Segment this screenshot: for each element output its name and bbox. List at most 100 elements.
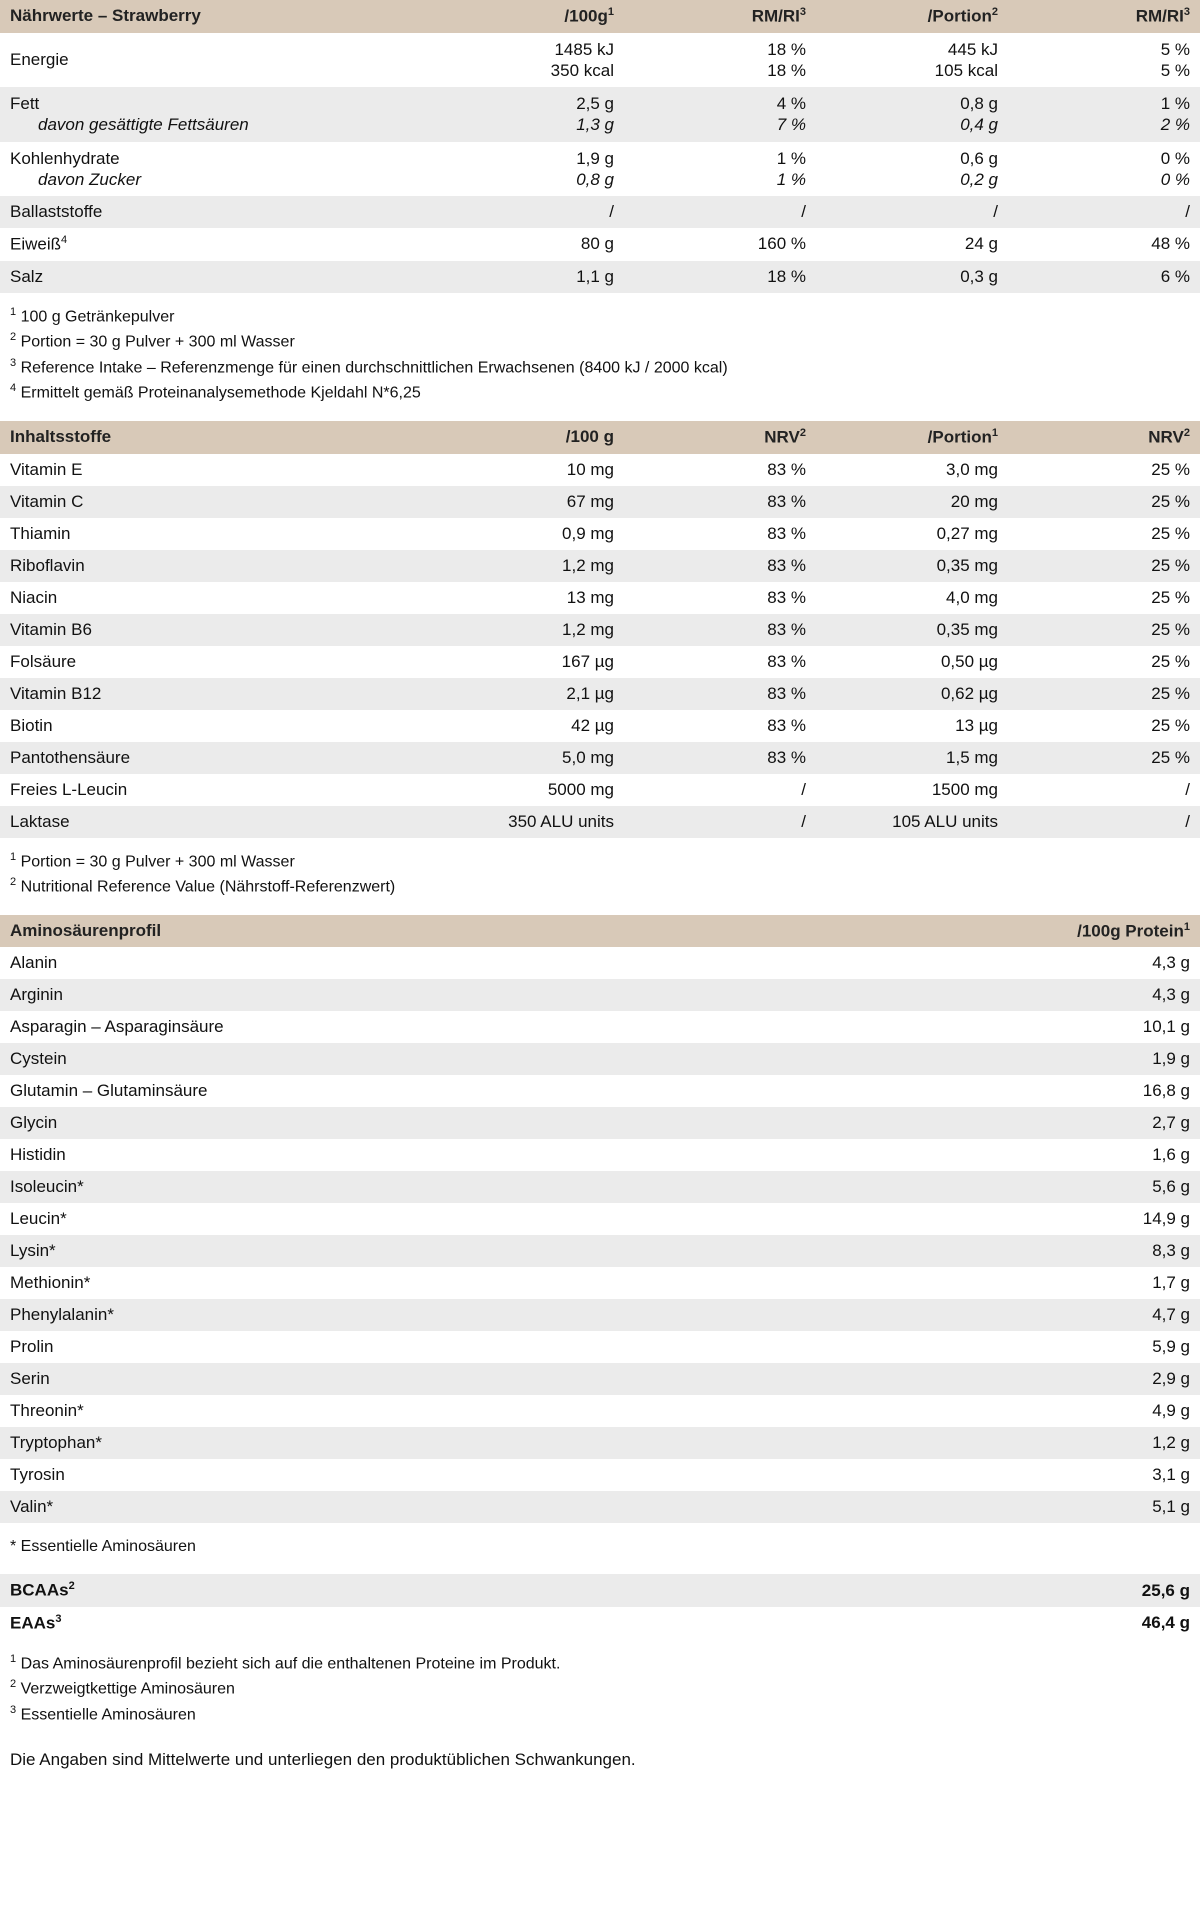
cell-label: Arginin (0, 979, 960, 1011)
cell-value: 350 ALU units (432, 806, 624, 838)
footnote: 3 Essentielle Aminosäuren (10, 1703, 1190, 1727)
cell-value: 14,9 g (960, 1203, 1200, 1235)
row-salz: Salz 1,1 g 18 % 0,3 g 6 % (0, 261, 1200, 293)
table-row: Laktase350 ALU units/105 ALU units/ (0, 806, 1200, 838)
cell-value: 4,7 g (960, 1299, 1200, 1331)
cell-value: 4,9 g (960, 1395, 1200, 1427)
cell-label: Threonin* (0, 1395, 960, 1427)
cell-value: 1,1 g (432, 261, 624, 293)
footnote: * Essentielle Aminosäuren (10, 1535, 1190, 1558)
cell-value: 25 % (1008, 518, 1200, 550)
inhaltsstoffe-table: Inhaltsstoffe /100 g NRV2 /Portion1 NRV2… (0, 421, 1200, 838)
table-row: Arginin4,3 g (0, 979, 1200, 1011)
cell-value: 83 % (624, 454, 816, 486)
table-row: Tryptophan*1,2 g (0, 1427, 1200, 1459)
cell-label: Phenylalanin* (0, 1299, 960, 1331)
cell-value: 1,2 g (960, 1427, 1200, 1459)
footnote: 2 Portion = 30 g Pulver + 300 ml Wasser (10, 330, 1190, 354)
naehrwerte-footnotes: 1 100 g Getränkepulver 2 Portion = 30 g … (0, 293, 1200, 421)
table-row: Leucin*14,9 g (0, 1203, 1200, 1235)
amino-footnotes: 1 Das Aminosäurenprofil bezieht sich auf… (0, 1640, 1200, 1743)
cell-value: 1,7 g (960, 1267, 1200, 1299)
cell-value: 0,50 µg (816, 646, 1008, 678)
cell-value: 25 % (1008, 486, 1200, 518)
cell-value: 4,3 g (960, 947, 1200, 979)
cell-label: Fettdavon gesättigte Fettsäuren (0, 87, 432, 142)
cell-value: 3,1 g (960, 1459, 1200, 1491)
cell-value: 20 mg (816, 486, 1008, 518)
table-row: Vitamin B122,1 µg83 %0,62 µg25 % (0, 678, 1200, 710)
cell-value: 1,6 g (960, 1139, 1200, 1171)
cell-value: / (1008, 774, 1200, 806)
table-row: Riboflavin1,2 mg83 %0,35 mg25 % (0, 550, 1200, 582)
cell-value: 445 kJ105 kcal (816, 33, 1008, 88)
table-row: Freies L-Leucin5000 mg/1500 mg/ (0, 774, 1200, 806)
cell-value: 5,9 g (960, 1331, 1200, 1363)
cell-value: 13 mg (432, 582, 624, 614)
footnote: 1 100 g Getränkepulver (10, 305, 1190, 329)
cell-value: 5 %5 % (1008, 33, 1200, 88)
cell-value: 25 % (1008, 454, 1200, 486)
closing-text: Die Angaben sind Mittelwerte und unterli… (0, 1742, 1200, 1784)
cell-value: 0,8 g0,4 g (816, 87, 1008, 142)
cell-value: / (1008, 196, 1200, 228)
cell-value: 6 % (1008, 261, 1200, 293)
cell-value: 46,4 g (960, 1607, 1200, 1640)
cell-value: 25,6 g (960, 1574, 1200, 1607)
naehrwerte-title: Nährwerte – Strawberry (0, 0, 432, 33)
footnote: 3 Reference Intake – Referenzmenge für e… (10, 356, 1190, 380)
cell-value: 13 µg (816, 710, 1008, 742)
cell-label: Kohlenhydratedavon Zucker (0, 142, 432, 197)
cell-label: Alanin (0, 947, 960, 979)
cell-value: 0,9 mg (432, 518, 624, 550)
col-nrv-a: NRV2 (624, 421, 816, 454)
cell-value: 83 % (624, 742, 816, 774)
cell-label: Eiweiß4 (0, 228, 432, 261)
table-row: Valin*5,1 g (0, 1491, 1200, 1523)
cell-label: Tyrosin (0, 1459, 960, 1491)
cell-value: 25 % (1008, 550, 1200, 582)
cell-label: Histidin (0, 1139, 960, 1171)
table-row: Cystein1,9 g (0, 1043, 1200, 1075)
amino-table: Aminosäurenprofil /100g Protein1 Alanin4… (0, 915, 1200, 1524)
naehrwerte-table: Nährwerte – Strawberry /100g1 RM/RI3 /Po… (0, 0, 1200, 293)
inhaltsstoffe-footnotes: 1 Portion = 30 g Pulver + 300 ml Wasser … (0, 838, 1200, 915)
table-row: Phenylalanin*4,7 g (0, 1299, 1200, 1331)
cell-value: 1 %1 % (624, 142, 816, 197)
cell-value: 67 mg (432, 486, 624, 518)
cell-value: 25 % (1008, 582, 1200, 614)
table-row: Lysin*8,3 g (0, 1235, 1200, 1267)
cell-value: / (624, 196, 816, 228)
cell-value: 0 %0 % (1008, 142, 1200, 197)
table-row: Methionin*1,7 g (0, 1267, 1200, 1299)
col-portion: /Portion1 (816, 421, 1008, 454)
cell-value: 25 % (1008, 678, 1200, 710)
col-portion: /Portion2 (816, 0, 1008, 33)
cell-label: Glycin (0, 1107, 960, 1139)
col-amino-val: /100g Protein1 (960, 915, 1200, 948)
cell-label: EAAs3 (0, 1607, 960, 1640)
cell-value: 16,8 g (960, 1075, 1200, 1107)
table-row: Histidin1,6 g (0, 1139, 1200, 1171)
cell-value: 1 %2 % (1008, 87, 1200, 142)
cell-value: 4 %7 % (624, 87, 816, 142)
cell-value: / (1008, 806, 1200, 838)
cell-value: 5,1 g (960, 1491, 1200, 1523)
cell-value: 3,0 mg (816, 454, 1008, 486)
cell-value: 1485 kJ350 kcal (432, 33, 624, 88)
table-row: Thiamin0,9 mg83 %0,27 mg25 % (0, 518, 1200, 550)
cell-value: 42 µg (432, 710, 624, 742)
col-rmri-a: RM/RI3 (624, 0, 816, 33)
footnote: 4 Ermittelt gemäß Proteinanalysemethode … (10, 381, 1190, 405)
row-energie: Energie 1485 kJ350 kcal 18 %18 % 445 kJ1… (0, 33, 1200, 88)
footnote: 2 Nutritional Reference Value (Nährstoff… (10, 875, 1190, 899)
cell-value: 83 % (624, 646, 816, 678)
table-row: Vitamin C67 mg83 %20 mg25 % (0, 486, 1200, 518)
amino-title: Aminosäurenprofil (0, 915, 960, 948)
cell-value: 5,0 mg (432, 742, 624, 774)
cell-value: 2,9 g (960, 1363, 1200, 1395)
cell-value: / (624, 774, 816, 806)
cell-label: Cystein (0, 1043, 960, 1075)
cell-value: 83 % (624, 486, 816, 518)
cell-value: 4,3 g (960, 979, 1200, 1011)
